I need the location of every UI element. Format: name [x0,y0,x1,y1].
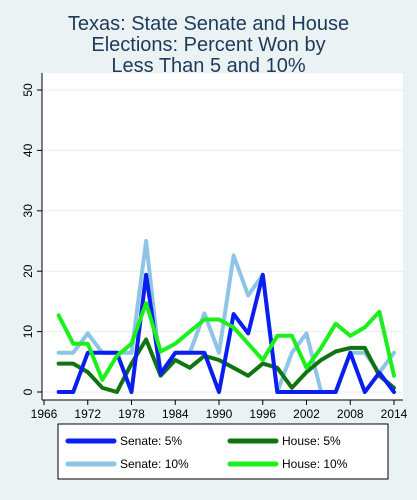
plot-area [42,73,403,400]
y-tick-label: 40 [21,143,35,157]
y-tick-label: 10 [21,325,35,339]
y-tick-label: 0 [21,388,35,395]
x-tick-label: 1978 [118,407,145,421]
y-tick-label: 30 [21,204,35,218]
chart-title-line-1: Texas: State Senate and House [67,13,350,35]
series-line-0 [56,272,396,394]
y-tick-label: 20 [21,264,35,278]
series-line-3 [56,301,396,382]
x-tick-label: 1972 [74,407,101,421]
legend-label: House: 5% [282,434,341,448]
x-tick-label: 1990 [206,407,233,421]
x-tick-label: 2002 [293,407,320,421]
legend-label: Senate: 5% [120,434,182,448]
legend [57,423,389,480]
y-tick-label: 50 [21,83,35,97]
x-tick-label: 2014 [381,407,408,421]
x-tick-label: 2008 [337,407,364,421]
chart-title: Texas: State Senate and House Elections:… [0,14,417,77]
legend-label: House: 10% [282,457,348,471]
chart-title-line-3: Less Than 5 and 10% [111,55,306,77]
x-tick-label: 1984 [162,407,189,421]
x-tick-label: 1966 [31,407,58,421]
x-tick-label: 1996 [249,407,276,421]
legend-label: Senate: 10% [120,457,189,471]
chart-title-line-2: Elections: Percent Won by [91,34,326,56]
